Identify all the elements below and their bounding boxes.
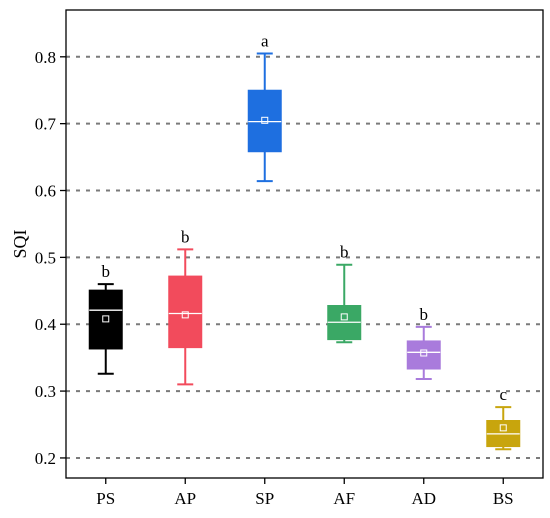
significance-label: c (499, 385, 507, 404)
x-tick-label: AP (174, 489, 196, 508)
box-af: b (327, 243, 362, 344)
boxes: b b a b b c (88, 31, 521, 451)
box-ad: b (406, 305, 441, 381)
x-tick-label: AD (411, 489, 436, 508)
mean-marker (420, 349, 428, 357)
box-sp: a (247, 31, 282, 183)
mean-marker (340, 313, 348, 321)
y-tick-label: 0.6 (35, 182, 56, 201)
box-bs: c (486, 385, 521, 451)
mean-marker (261, 116, 269, 124)
y-tick-label: 0.3 (35, 382, 56, 401)
mean-marker (102, 315, 110, 323)
mean-marker (181, 311, 189, 319)
axis-ticks: 0.2 0.3 0.4 0.5 0.6 0.7 0.8 PS AP SP AF AD BS (35, 48, 514, 508)
iqr-box (247, 89, 282, 153)
gridlines (66, 55, 543, 459)
significance-label: b (102, 262, 111, 281)
y-tick-label: 0.4 (35, 315, 57, 334)
iqr-box (406, 340, 441, 370)
iqr-box (88, 289, 123, 350)
box-ap: b (168, 227, 203, 386)
x-tick-label: AF (333, 489, 355, 508)
y-tick-label: 0.2 (35, 449, 56, 468)
x-tick-label: BS (493, 489, 514, 508)
plot-frame (65, 9, 544, 479)
plot-border (65, 9, 544, 479)
significance-label: b (420, 305, 429, 324)
x-tick-label: PS (96, 489, 115, 508)
box-ps: b (88, 262, 123, 375)
significance-label: a (261, 31, 269, 50)
y-axis-title: SQI (10, 229, 30, 258)
x-tick-label: SP (255, 489, 274, 508)
mean-marker (499, 424, 507, 432)
y-tick-label: 0.7 (35, 115, 57, 134)
significance-label: b (181, 227, 190, 246)
y-tick-label: 0.8 (35, 48, 56, 67)
significance-label: b (340, 243, 349, 262)
y-tick-label: 0.5 (35, 248, 56, 267)
